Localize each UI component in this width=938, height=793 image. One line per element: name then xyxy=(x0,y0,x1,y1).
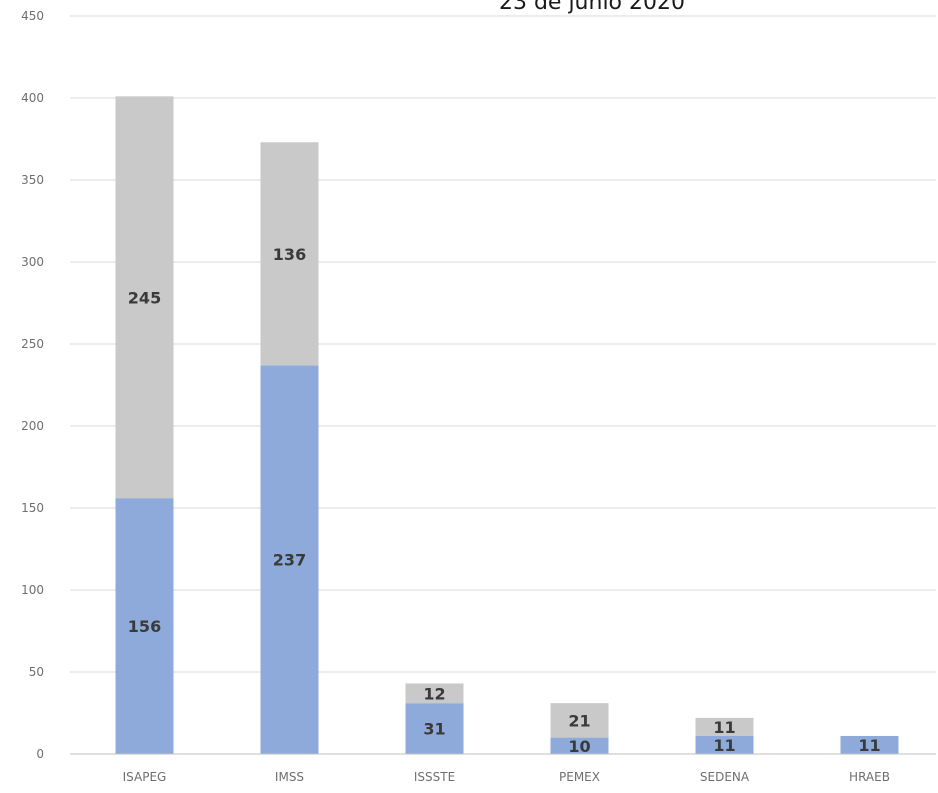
axes: 0 50 100 150 200 250 300 350 400 450 ISAPEG IMSS ISS… xyxy=(21,9,936,784)
bar-segment xyxy=(695,735,754,754)
data-label: 11 xyxy=(713,718,735,737)
bar-segment xyxy=(550,703,609,738)
data-label: 136 xyxy=(273,245,306,264)
bar-segment xyxy=(840,735,899,754)
x-category-label: SEDENA xyxy=(700,770,750,784)
y-tick-label: 250 xyxy=(21,337,44,351)
y-tick-label: 50 xyxy=(29,665,44,679)
y-tick-label: 200 xyxy=(21,419,44,433)
data-label: 245 xyxy=(128,288,161,307)
y-tick-label: 450 xyxy=(21,9,44,23)
bar-segment xyxy=(405,683,464,704)
chart-title: 23 de junio 2020 xyxy=(499,0,685,15)
data-label: 12 xyxy=(423,684,445,703)
bar-segment xyxy=(115,96,174,499)
x-category-label: IMSS xyxy=(275,770,304,784)
bar-segment xyxy=(550,737,609,754)
x-category-label: HRAEB xyxy=(849,770,890,784)
x-category-label: ISAPEG xyxy=(123,770,167,784)
data-label: 21 xyxy=(568,711,590,730)
x-category-label: PEMEX xyxy=(559,770,600,784)
data-label: 11 xyxy=(713,736,735,755)
y-tick-label: 0 xyxy=(36,747,44,761)
bar-segment xyxy=(260,142,319,366)
y-tick-label: 300 xyxy=(21,255,44,269)
data-label: 237 xyxy=(273,551,306,570)
data-label: 31 xyxy=(423,720,445,739)
bars xyxy=(115,96,899,754)
bar-segment xyxy=(695,717,754,736)
data-label: 156 xyxy=(128,617,161,636)
bar-segment xyxy=(115,498,174,754)
x-category-label: ISSSTE xyxy=(414,770,455,784)
y-tick-label: 100 xyxy=(21,583,44,597)
data-label: 10 xyxy=(568,737,590,756)
gridlines xyxy=(70,15,936,673)
y-tick-label: 400 xyxy=(21,91,44,105)
data-label: 11 xyxy=(858,736,880,755)
bar-segment xyxy=(405,703,464,754)
bar-segment xyxy=(260,365,319,754)
y-tick-label: 350 xyxy=(21,173,44,187)
y-tick-label: 150 xyxy=(21,501,44,515)
